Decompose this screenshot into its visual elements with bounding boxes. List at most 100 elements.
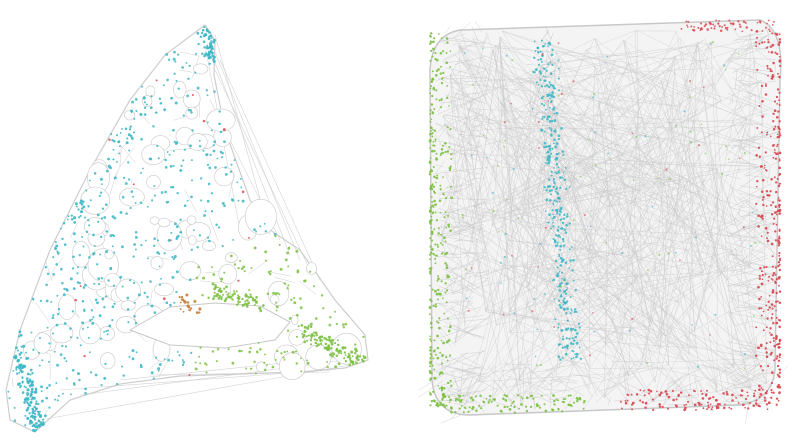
node bbox=[216, 157, 219, 160]
node bbox=[624, 400, 627, 402]
node bbox=[63, 287, 66, 291]
node bbox=[543, 141, 547, 145]
right-edges bbox=[418, 19, 789, 424]
node bbox=[180, 295, 184, 299]
node bbox=[199, 35, 203, 38]
edge bbox=[465, 112, 547, 404]
edge bbox=[716, 168, 718, 393]
edge bbox=[731, 379, 755, 392]
node bbox=[768, 331, 771, 334]
node bbox=[309, 343, 313, 346]
edge bbox=[465, 224, 487, 233]
node bbox=[686, 24, 688, 27]
node bbox=[480, 407, 483, 410]
node bbox=[548, 41, 552, 45]
edge bbox=[471, 26, 479, 42]
node bbox=[193, 299, 197, 303]
edge bbox=[601, 365, 630, 404]
edge bbox=[491, 119, 748, 226]
node bbox=[449, 50, 452, 53]
node bbox=[442, 341, 445, 345]
edge bbox=[480, 113, 485, 117]
edge bbox=[753, 371, 760, 377]
edge bbox=[745, 194, 763, 203]
edge bbox=[746, 226, 764, 245]
node bbox=[589, 225, 592, 228]
edge bbox=[572, 374, 601, 379]
edge bbox=[274, 277, 295, 283]
edge bbox=[475, 395, 510, 408]
node bbox=[90, 309, 94, 312]
edge bbox=[573, 345, 575, 349]
node bbox=[88, 319, 92, 322]
node bbox=[559, 264, 563, 267]
node bbox=[429, 361, 432, 365]
mesh-hole-44 bbox=[115, 316, 137, 334]
node bbox=[549, 149, 552, 152]
node bbox=[562, 299, 565, 302]
edge bbox=[728, 57, 776, 60]
node bbox=[565, 187, 568, 190]
node bbox=[119, 210, 123, 214]
node bbox=[37, 412, 41, 416]
edge bbox=[440, 140, 488, 155]
edge bbox=[205, 271, 220, 273]
edge bbox=[509, 61, 616, 124]
node bbox=[181, 363, 185, 367]
edge bbox=[131, 177, 133, 184]
node bbox=[774, 125, 777, 128]
node bbox=[55, 244, 59, 248]
node bbox=[778, 91, 781, 94]
edge bbox=[447, 364, 449, 366]
edge bbox=[730, 139, 762, 142]
node bbox=[558, 289, 562, 292]
node bbox=[432, 211, 435, 214]
node bbox=[56, 399, 59, 402]
node bbox=[536, 405, 539, 408]
node bbox=[554, 158, 557, 161]
node bbox=[326, 339, 329, 341]
edge bbox=[508, 56, 676, 164]
node bbox=[36, 410, 39, 413]
edge bbox=[560, 250, 565, 257]
node bbox=[208, 35, 211, 38]
edge bbox=[742, 81, 776, 85]
node bbox=[208, 62, 211, 65]
node bbox=[190, 248, 193, 251]
node bbox=[338, 363, 341, 365]
node bbox=[441, 243, 444, 246]
edge bbox=[70, 222, 78, 238]
node bbox=[238, 349, 241, 353]
node bbox=[73, 216, 77, 220]
edge bbox=[547, 396, 567, 401]
edge bbox=[554, 183, 562, 198]
node bbox=[157, 157, 160, 160]
node bbox=[134, 248, 137, 251]
edge bbox=[491, 80, 662, 226]
node bbox=[100, 183, 103, 186]
node bbox=[772, 20, 775, 23]
node bbox=[202, 119, 206, 123]
node bbox=[87, 205, 90, 208]
node bbox=[286, 329, 290, 332]
node bbox=[313, 334, 316, 337]
edge bbox=[548, 293, 557, 296]
node bbox=[767, 365, 770, 368]
node bbox=[553, 325, 556, 328]
node bbox=[441, 77, 444, 79]
node bbox=[462, 411, 465, 414]
edge bbox=[739, 183, 772, 200]
node bbox=[559, 176, 562, 179]
node bbox=[69, 327, 72, 330]
node bbox=[553, 130, 555, 133]
node bbox=[188, 278, 192, 282]
node bbox=[303, 325, 307, 329]
node bbox=[65, 360, 68, 363]
node bbox=[189, 144, 192, 148]
node bbox=[557, 408, 560, 411]
node bbox=[544, 108, 547, 111]
node bbox=[555, 111, 559, 115]
edge bbox=[759, 211, 777, 215]
node bbox=[529, 405, 533, 409]
node bbox=[203, 25, 206, 29]
